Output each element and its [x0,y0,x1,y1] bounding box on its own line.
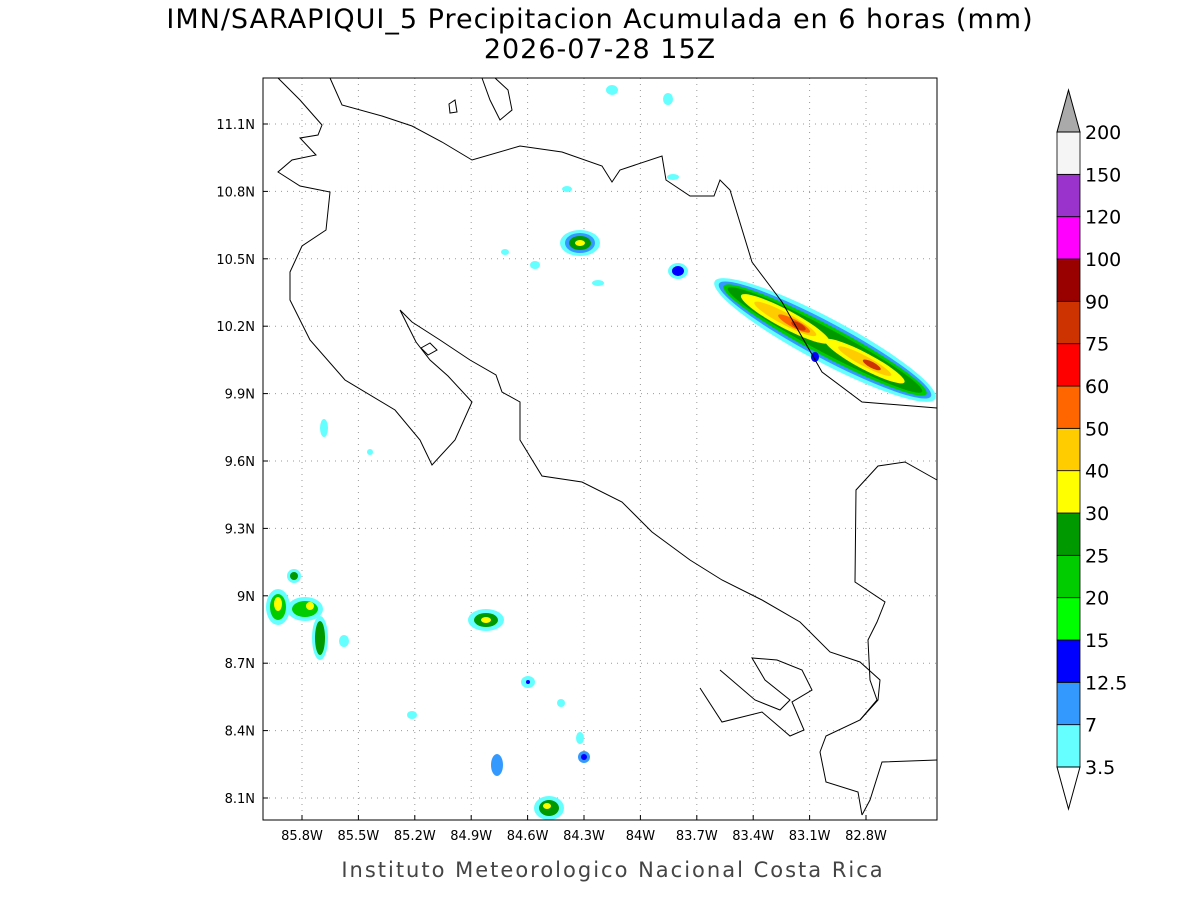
colorbar-segment [1056,512,1081,556]
lon-tick-label: 83.4W [732,829,774,844]
lon-tick-label: 82.8W [845,829,887,844]
precipitation-cells [266,85,936,820]
colorbar-label: 75 [1085,334,1109,356]
lat-tick-label: 8.4N [225,725,255,740]
colorbar-label: 15 [1085,630,1109,652]
lon-tick-label: 84.3W [563,829,605,844]
lat-tick-label: 11.1N [216,118,255,133]
colorbar-label: 40 [1085,461,1109,483]
lat-tick-label: 9N [237,590,255,605]
grid [263,78,937,820]
colorbar-label: 25 [1085,545,1109,567]
lon-tick-label: 85.8W [281,829,323,844]
colorbar-segment [1056,427,1081,472]
colorbar-under [1056,766,1081,811]
colorbar-segment [1056,724,1081,768]
colorbar-segment [1056,258,1081,302]
coastlines [277,77,938,816]
lon-tick-label: 83.1W [789,829,831,844]
lat-tick-label: 10.2N [216,320,255,335]
lon-tick-label: 84.6W [507,829,549,844]
colorbar-label: 150 [1085,164,1121,186]
colorbar-segment [1056,343,1081,387]
colorbar-label: 12.5 [1085,672,1127,694]
lat-tick-label: 9.3N [225,522,255,537]
colorbar-label: 120 [1085,207,1121,229]
lat-tick-label: 8.1N [225,792,255,807]
colorbar-label: 100 [1085,249,1121,271]
colorbar-segment [1056,639,1081,683]
colorbar-segment [1056,131,1081,175]
colorbar-label: 60 [1085,376,1109,398]
colorbar-segment [1056,173,1081,218]
lat-tick-label: 9.9N [225,388,255,403]
colorbar: 3.5 7 12.5 15 20 25 30 40 50 60 75 90 100 120 150 200 [1056,88,1127,811]
colorbar-label: 3.5 [1085,757,1115,779]
colorbar-over [1056,88,1081,133]
lon-tick-label: 85.2W [394,829,436,844]
colorbar-segment [1056,681,1081,726]
footer: Instituto Meteorologico Nacional Costa R… [341,858,884,882]
colorbar-segment [1056,300,1081,345]
colorbar-label: 20 [1085,588,1109,610]
lat-tick-label: 8.7N [225,657,255,672]
colorbar-label: 30 [1085,503,1109,525]
lon-tick-label: 83.7W [676,829,718,844]
lat-tick-label: 9.6N [225,455,255,470]
colorbar-segment [1056,597,1081,641]
lon-tick-label: 84.9W [450,829,492,844]
colorbar-label: 90 [1085,291,1109,313]
lat-tick-label: 10.5N [216,253,255,268]
lon-tick-label: 84W [626,829,656,844]
colorbar-segment [1056,554,1081,599]
subtitle: 2026-07-28 15Z [484,34,716,65]
colorbar-label: 50 [1085,418,1109,440]
lon-tick-label: 85.5W [337,829,379,844]
map-frame [262,77,938,821]
colorbar-segment [1056,385,1081,429]
colorbar-segment [1056,470,1081,514]
colorbar-label: 7 [1085,715,1097,737]
colorbar-label: 200 [1085,122,1121,144]
lat-tick-label: 10.8N [216,185,255,200]
title: IMN/SARAPIQUI_5 Precipitacion Acumulada … [166,4,1033,35]
colorbar-segment [1056,216,1081,260]
